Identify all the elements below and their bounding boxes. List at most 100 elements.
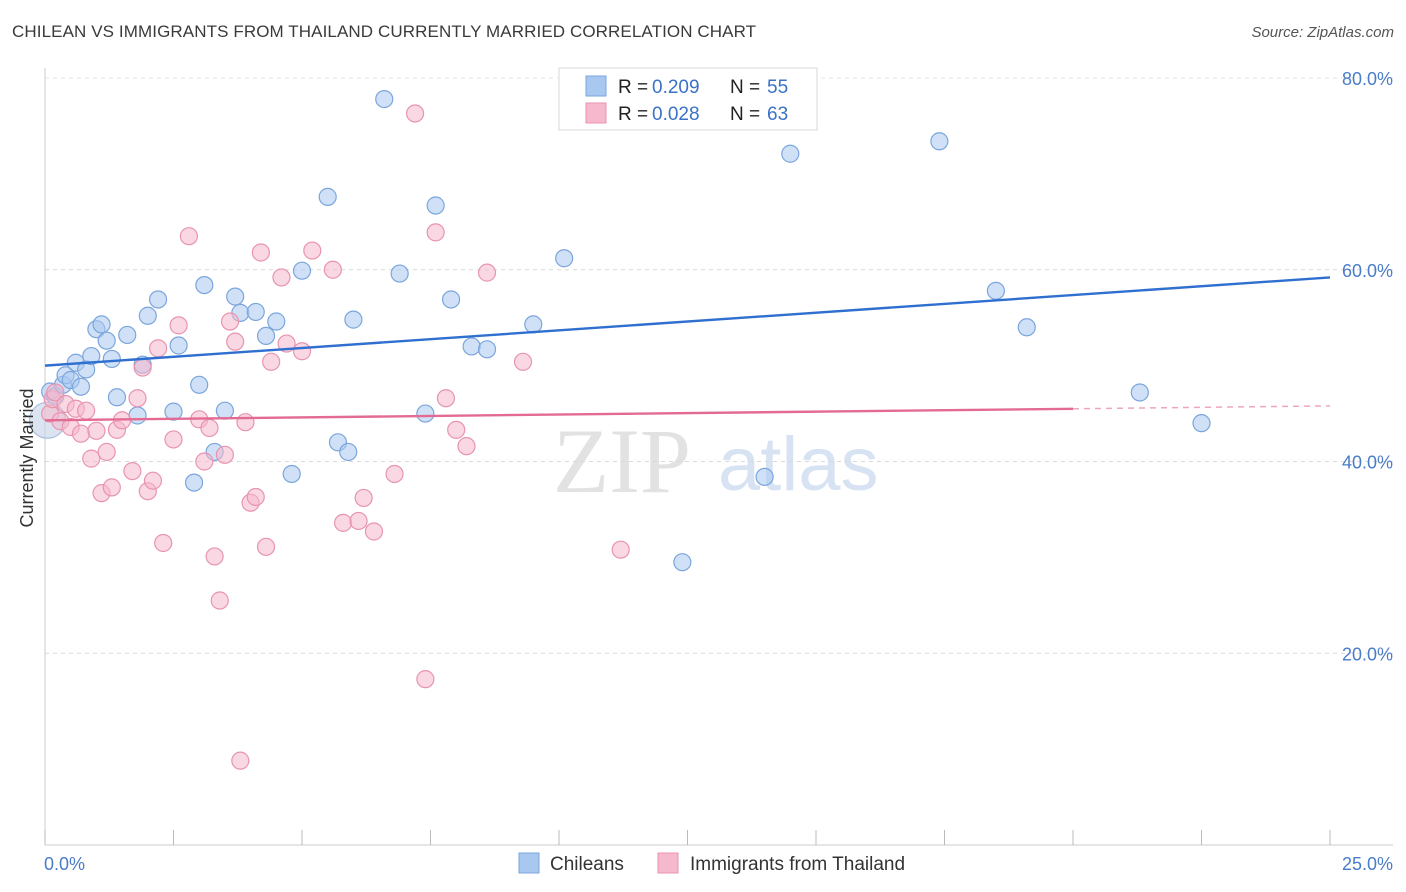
data-point-0-19 — [164, 402, 183, 421]
data-point-1-55 — [447, 420, 466, 439]
data-point-0-43 — [477, 340, 497, 359]
data-point-1-40 — [262, 352, 281, 371]
data-point-0-46 — [673, 553, 692, 572]
data-point-1-54 — [436, 389, 456, 408]
data-point-1-2 — [46, 383, 65, 402]
data-point-0-18 — [148, 290, 168, 309]
data-point-1-17 — [128, 389, 147, 408]
data-point-0-22 — [190, 375, 209, 394]
data-point-1-56 — [457, 437, 476, 456]
data-point-0-53 — [1192, 414, 1211, 433]
data-point-1-51 — [405, 104, 425, 123]
data-point-0-26 — [226, 287, 245, 306]
data-point-0-29 — [256, 326, 276, 346]
tick-labels: 20.0% 40.0% 60.0% 80.0% 0.0% 25.0% — [44, 69, 1393, 874]
data-point-1-30 — [210, 591, 229, 610]
data-point-0-41 — [441, 290, 461, 309]
data-point-0-20 — [169, 336, 188, 355]
data-point-0-42 — [462, 337, 481, 356]
data-point-1-7 — [71, 424, 91, 443]
data-point-1-50 — [385, 464, 404, 484]
data-point-1-24 — [169, 316, 188, 335]
data-point-1-18 — [133, 358, 152, 377]
data-point-0-39 — [416, 404, 435, 423]
legend-n-label-1: N = — [730, 104, 760, 125]
legend-r-label-0: R = — [618, 77, 648, 98]
data-point-1-33 — [226, 332, 245, 351]
y-tick-label-1: 40.0% — [1342, 453, 1393, 473]
data-point-1-37 — [246, 487, 265, 507]
y-tick-label-2: 60.0% — [1342, 261, 1393, 281]
data-point-1-46 — [334, 513, 353, 532]
legend-bottom-label-chileans: Chileans — [550, 854, 624, 875]
data-point-0-32 — [292, 261, 312, 280]
data-point-0-10 — [92, 315, 111, 334]
data-point-0-33 — [318, 187, 337, 206]
data-point-0-40 — [426, 196, 445, 215]
data-point-1-53 — [426, 223, 445, 242]
data-point-1-52 — [416, 670, 435, 689]
data-point-0-37 — [375, 89, 394, 109]
data-point-1-45 — [323, 260, 342, 279]
data-point-1-9 — [82, 449, 101, 468]
data-point-1-44 — [303, 241, 322, 260]
data-point-1-23 — [164, 430, 183, 449]
data-point-1-28 — [200, 418, 219, 438]
trendline-1 — [44, 407, 1074, 422]
legend-n-label-0: N = — [730, 77, 760, 98]
data-point-0-8 — [82, 346, 101, 366]
legend-swatch-thailand — [585, 102, 607, 124]
data-point-1-59 — [611, 540, 630, 559]
x-tick-label-0: 0.0% — [44, 854, 85, 874]
y-tick-label-3: 80.0% — [1342, 69, 1393, 89]
legend-bottom: Chileans Immigrants from Thailand — [518, 852, 905, 875]
legend-bottom-swatch-chileans — [518, 852, 540, 874]
data-point-0-11 — [97, 331, 116, 350]
data-point-1-43 — [292, 342, 312, 361]
watermark-atlas: atlas — [718, 422, 879, 507]
data-point-0-38 — [390, 264, 409, 283]
legend-top: R = 0.209 N = 55 R = 0.028 N = 63 — [558, 67, 818, 131]
data-point-1-32 — [220, 312, 240, 331]
data-point-0-50 — [986, 281, 1006, 300]
data-point-1-27 — [195, 452, 214, 471]
chart-source: Source: ZipAtlas.com — [1251, 24, 1394, 41]
legend-bottom-swatch-thailand — [657, 852, 679, 874]
data-point-1-47 — [349, 511, 368, 531]
data-point-1-48 — [354, 488, 373, 508]
data-point-0-15 — [128, 406, 147, 425]
data-point-1-39 — [256, 537, 276, 556]
data-point-1-21 — [148, 339, 168, 358]
data-point-0-51 — [1017, 318, 1036, 337]
data-point-0-49 — [930, 132, 949, 151]
trendline-0 — [44, 276, 1331, 367]
data-point-1-57 — [477, 263, 497, 282]
gridlines — [45, 77, 1393, 654]
data-point-1-10 — [87, 421, 106, 440]
data-point-1-34 — [231, 751, 250, 770]
data-point-1-13 — [102, 478, 121, 497]
legend-n-value-0: 55 — [767, 77, 788, 98]
data-point-0-17 — [138, 306, 157, 325]
data-point-1-49 — [364, 522, 384, 541]
data-point-0-45 — [555, 249, 574, 268]
data-point-0-35 — [339, 442, 358, 462]
legend-r-value-0: 0.209 — [652, 77, 700, 98]
data-point-0-52 — [1130, 383, 1149, 402]
data-point-0-21 — [184, 473, 204, 492]
data-point-0-30 — [267, 312, 286, 331]
data-point-0-23 — [195, 275, 214, 295]
data-point-1-20 — [143, 471, 163, 490]
data-point-1-35 — [236, 413, 255, 432]
data-point-0-6 — [71, 377, 91, 396]
data-point-0-31 — [282, 464, 301, 484]
x-tick-label-1: 25.0% — [1342, 854, 1393, 874]
data-point-1-29 — [205, 547, 224, 566]
data-point-1-12 — [97, 442, 116, 462]
series-immigrants-from-thailand — [41, 104, 630, 770]
data-point-1-58 — [513, 352, 533, 371]
data-point-1-25 — [179, 227, 199, 246]
trendline-dashed-1 — [1072, 405, 1331, 410]
y-axis-label: Currently Married — [17, 388, 37, 527]
